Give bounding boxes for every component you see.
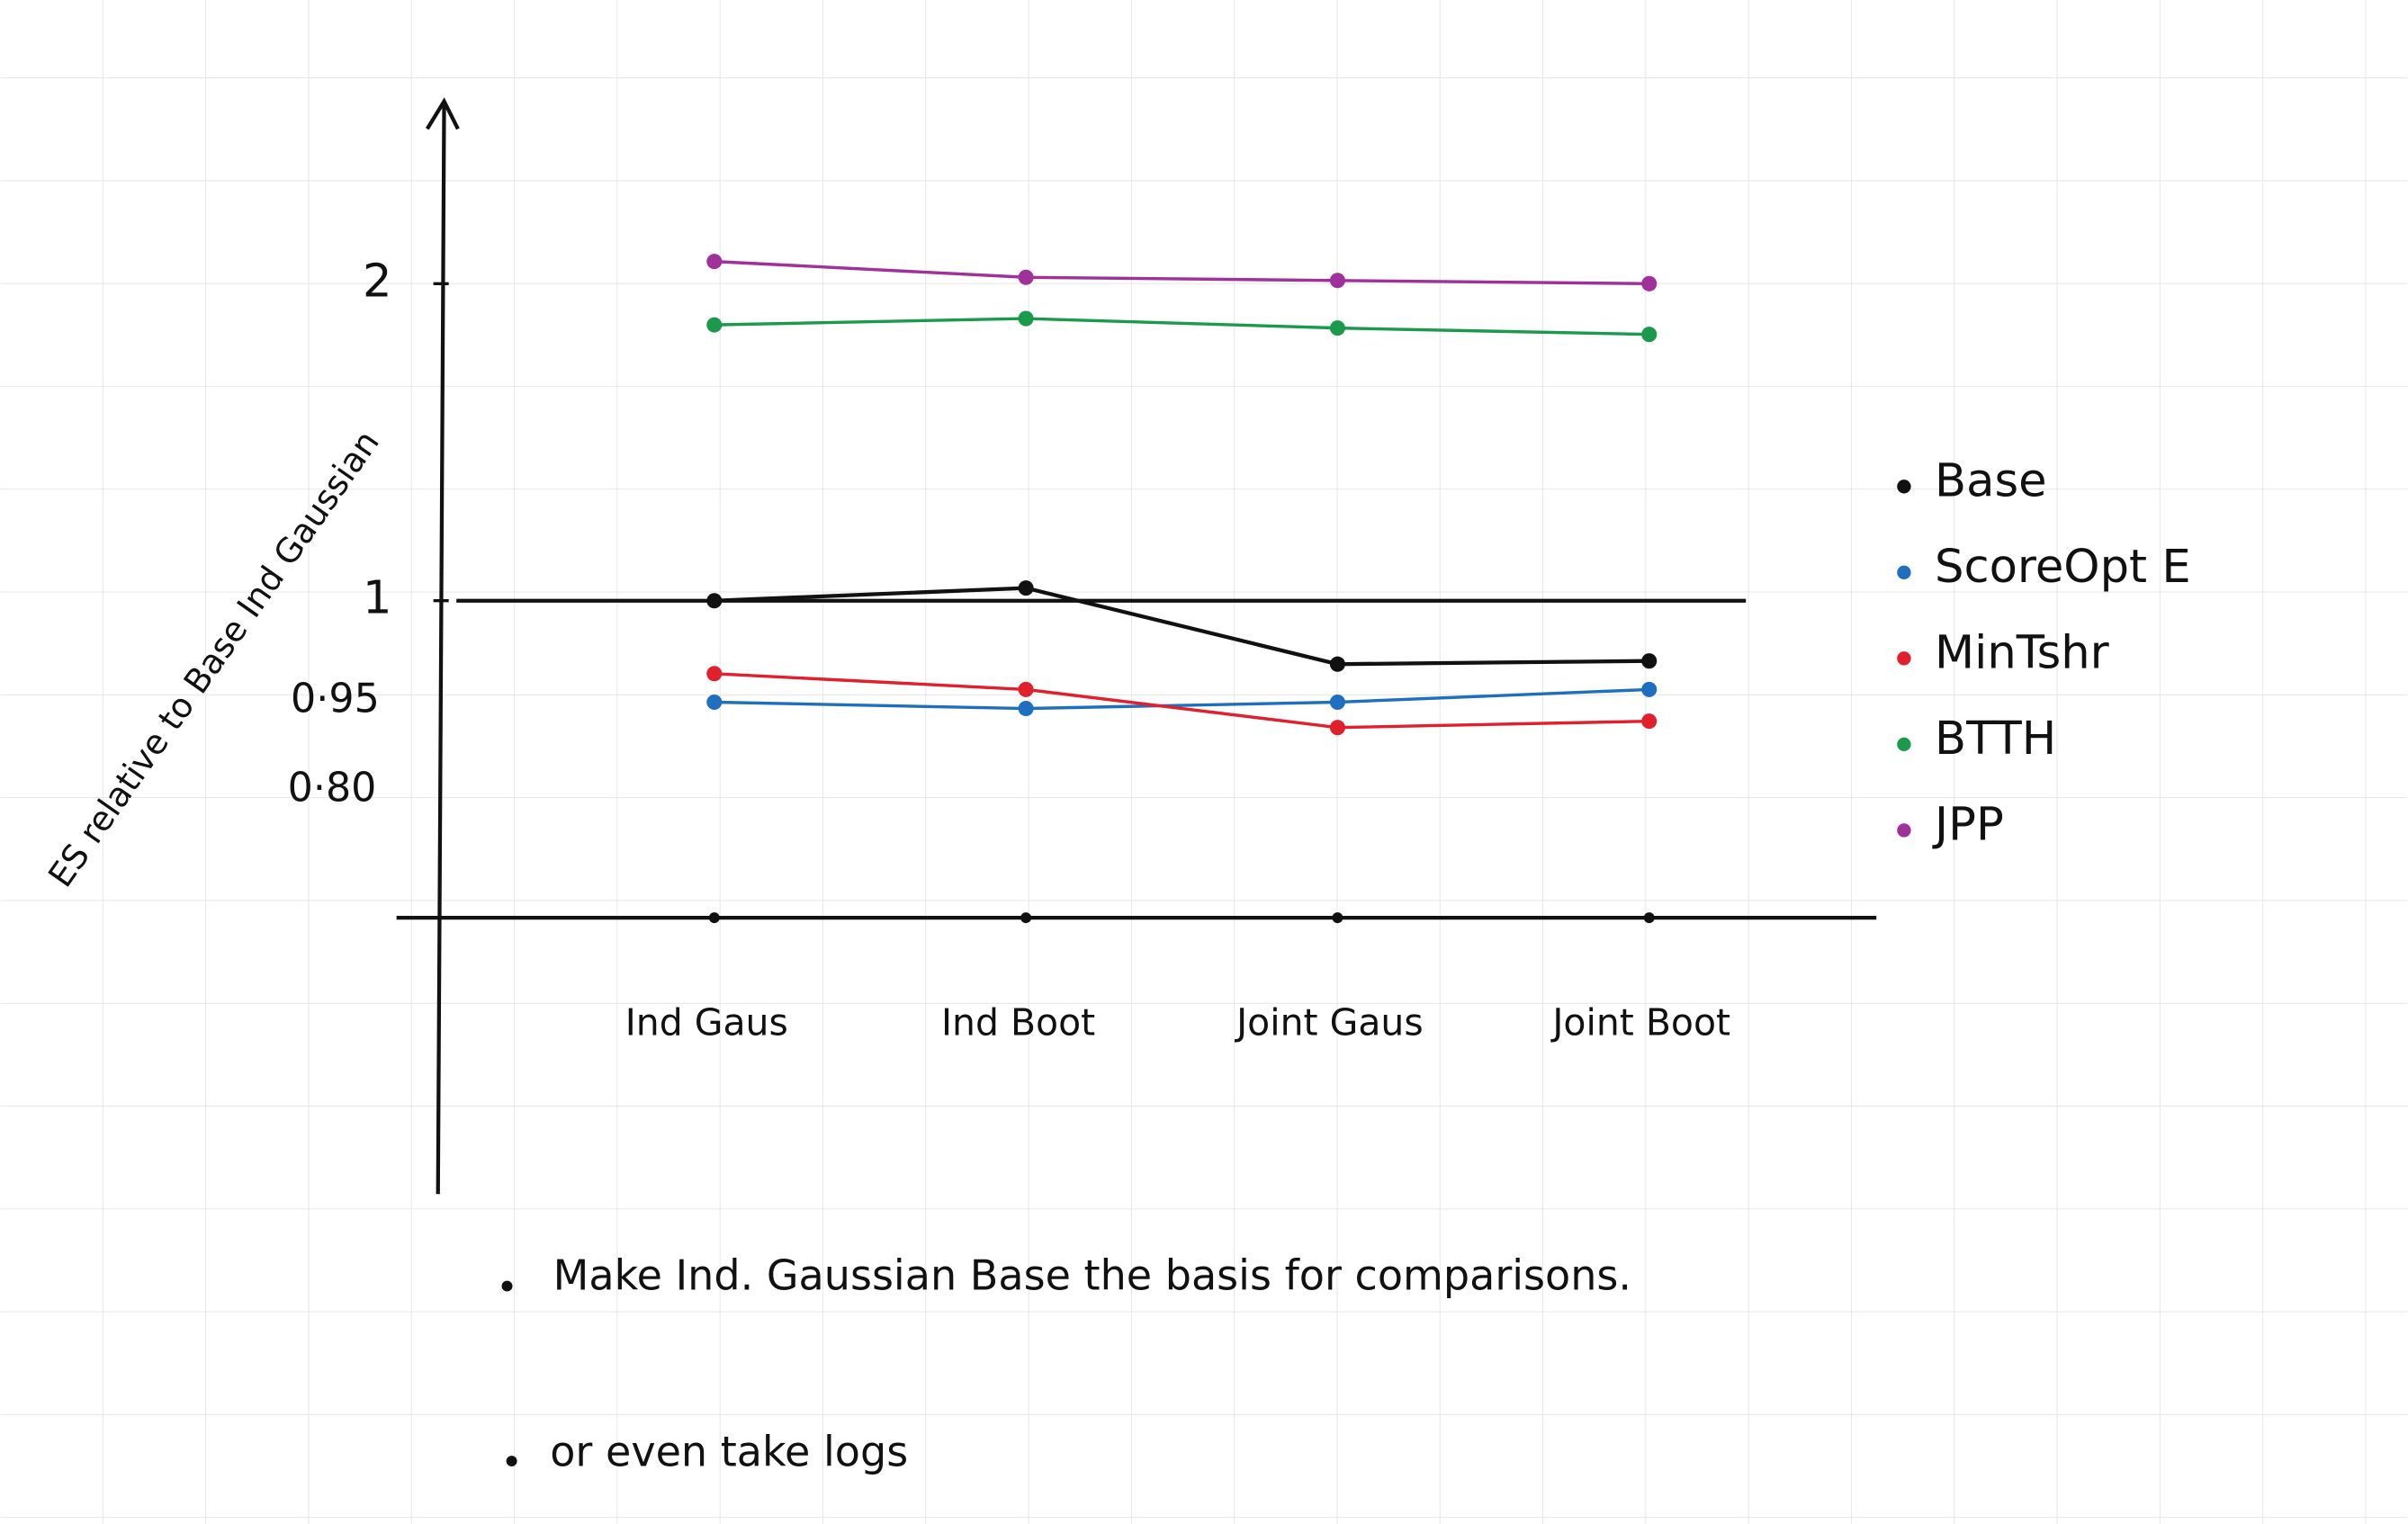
- x-tick: [1643, 912, 1655, 924]
- series-line: [714, 687, 1649, 711]
- note: Make Ind. Gaussian Base the basis for co…: [553, 1251, 1631, 1300]
- data-point: [1641, 275, 1658, 291]
- data-point: [1018, 681, 1034, 697]
- legend-marker: [1897, 737, 1911, 752]
- x-tick: [708, 912, 720, 924]
- note: or even take logs: [550, 1428, 908, 1476]
- legend-label: MinTshr: [1935, 626, 2110, 679]
- legend-label: JPP: [1932, 799, 2004, 852]
- legend-label: ScoreOpt E: [1935, 541, 2191, 594]
- data-point: [1641, 653, 1658, 669]
- data-point: [1641, 327, 1658, 343]
- legend-label: BTTH: [1935, 713, 2056, 766]
- data-point: [706, 254, 723, 270]
- legend-label: Base: [1935, 454, 2047, 507]
- data-point: [1329, 720, 1345, 736]
- y-tick-label: 1: [363, 572, 392, 625]
- bullet: [501, 1280, 513, 1292]
- data-point: [706, 666, 723, 682]
- x-tick-label: Joint Gaus: [1234, 1001, 1424, 1044]
- data-point: [1329, 320, 1345, 336]
- x-tick-label: Ind Gaus: [625, 1001, 788, 1044]
- data-point: [1018, 701, 1034, 717]
- data-point: [1641, 681, 1658, 697]
- data-point: [1329, 694, 1345, 711]
- data-point: [1018, 580, 1034, 596]
- legend-marker: [1897, 651, 1911, 666]
- series-line: [714, 586, 1649, 667]
- data-point: [1329, 273, 1345, 289]
- data-point: [706, 317, 723, 333]
- data-point: [1018, 269, 1034, 285]
- legend-marker: [1897, 565, 1911, 579]
- y-tick-label: 2: [363, 255, 392, 308]
- series-line: [714, 317, 1649, 336]
- series-line: [714, 672, 1649, 730]
- legend-marker: [1897, 823, 1911, 838]
- data-point: [706, 593, 723, 609]
- x-tick: [1020, 912, 1032, 924]
- bullet: [506, 1456, 517, 1467]
- data-point: [1018, 310, 1034, 327]
- data-point: [1329, 656, 1345, 672]
- annotation: 0·80: [288, 766, 377, 811]
- legend-marker: [1897, 480, 1911, 494]
- x-tick-label: Ind Boot: [941, 1001, 1095, 1044]
- x-tick-label: Joint Boot: [1550, 1001, 1730, 1044]
- x-tick: [1332, 912, 1343, 924]
- data-point: [706, 694, 723, 711]
- series-line: [714, 259, 1649, 286]
- data-point: [1641, 713, 1658, 730]
- y-axis-arrow: [425, 97, 460, 130]
- annotation: 0·95: [291, 677, 380, 722]
